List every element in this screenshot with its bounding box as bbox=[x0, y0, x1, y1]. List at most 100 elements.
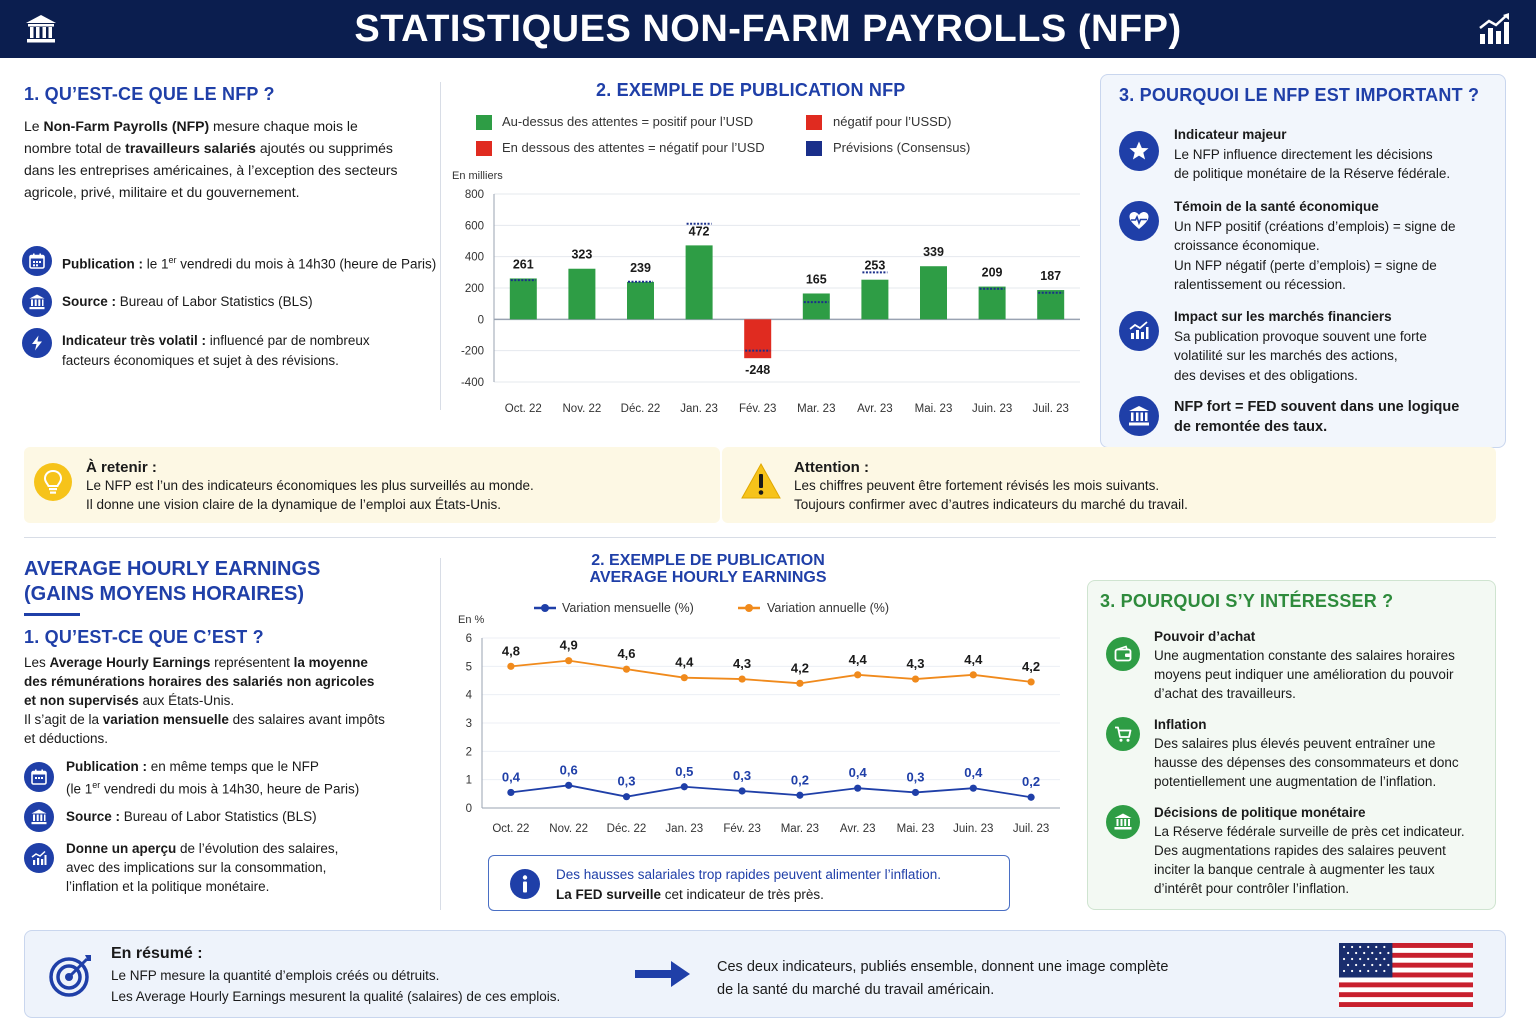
note-remember: À retenir : Le NFP est l’un des indicate… bbox=[24, 447, 720, 523]
monthly-series-label: 0,3 bbox=[617, 774, 635, 789]
x-tick-label: Fév. 23 bbox=[723, 823, 761, 835]
data-label: 472 bbox=[689, 224, 710, 238]
monthly-series-line bbox=[510, 784, 1032, 799]
y-axis-label: En milliers bbox=[452, 170, 503, 182]
bank-icon bbox=[24, 802, 54, 832]
nfp-what-title: 1. QU’EST-CE QUE LE NFP ? bbox=[24, 84, 275, 104]
calendar-icon bbox=[24, 762, 54, 792]
monthly-series-point bbox=[796, 791, 804, 799]
monthly-series-point bbox=[680, 783, 688, 791]
monthly-series-label: 0,3 bbox=[733, 768, 751, 783]
data-label: 253 bbox=[864, 259, 885, 273]
data-label: 165 bbox=[806, 272, 827, 286]
ahe-why-item-inflation: Inflation Des salaires plus élevés peuve… bbox=[1154, 717, 1459, 789]
annual-series-label: 4,2 bbox=[791, 660, 809, 675]
y-tick-label: 4 bbox=[466, 690, 473, 702]
y-tick-label: 200 bbox=[465, 283, 484, 295]
nfp-publication-fact: Publication : le 1er vendredi du mois à … bbox=[62, 255, 437, 272]
annual-series-point bbox=[1027, 678, 1035, 686]
monthly-series-label: 0,2 bbox=[791, 772, 809, 787]
legend-label-annual: Variation annuelle (%) bbox=[767, 601, 890, 615]
annual-series-point bbox=[565, 657, 573, 665]
monthly-series-point bbox=[854, 784, 862, 792]
divider bbox=[440, 558, 441, 910]
x-tick-label: Jan. 23 bbox=[665, 823, 703, 835]
monthly-series-point bbox=[969, 784, 977, 792]
x-tick-label: Nov. 22 bbox=[549, 823, 588, 835]
ahe-why-item-purchasing: Pouvoir d’achat Une augmentation constan… bbox=[1154, 629, 1455, 701]
data-label: 261 bbox=[513, 257, 534, 271]
annual-series-point bbox=[507, 662, 515, 670]
legend-swatch-below bbox=[476, 141, 492, 156]
ahe-title: AVERAGE HOURLY EARNINGS (GAINS MOYENS HO… bbox=[24, 558, 321, 605]
annual-series-label: 4,4 bbox=[849, 652, 868, 667]
x-tick-label: Oct. 22 bbox=[492, 823, 529, 835]
monthly-series-point bbox=[507, 788, 515, 797]
bar bbox=[978, 286, 1006, 320]
y-tick-label: 2 bbox=[466, 746, 472, 758]
monthly-series-point bbox=[622, 793, 631, 801]
bar bbox=[509, 278, 537, 320]
title-underline bbox=[24, 613, 80, 616]
nfp-why-item-major: Indicateur majeur Le NFP influence direc… bbox=[1174, 127, 1451, 181]
bank-icon bbox=[1119, 396, 1159, 436]
y-tick-label: 0 bbox=[466, 803, 472, 815]
y-tick-label: 600 bbox=[465, 220, 484, 232]
annual-series-point bbox=[738, 675, 746, 683]
y-axis-label: En % bbox=[458, 614, 485, 626]
annual-series-point bbox=[854, 671, 862, 679]
section-divider bbox=[24, 537, 1496, 538]
bar bbox=[920, 266, 947, 320]
annual-series-line bbox=[510, 659, 1032, 685]
annual-series-point bbox=[969, 671, 977, 679]
nfp-volatility-fact: Indicateur très volatil : influencé par … bbox=[62, 333, 370, 368]
annual-series-label: 4,2 bbox=[1022, 659, 1040, 674]
data-label: -248 bbox=[745, 363, 770, 377]
nfp-source-fact: Source : Bureau of Labor Statistics (BLS… bbox=[62, 294, 313, 309]
x-tick-label: Fév. 23 bbox=[739, 403, 777, 415]
bar bbox=[627, 281, 654, 320]
bar bbox=[744, 319, 772, 359]
y-tick-label: 3 bbox=[466, 718, 472, 730]
monthly-series-label: 0,3 bbox=[906, 769, 924, 784]
bar bbox=[1037, 290, 1065, 320]
ahe-line-chart: En % 6 5 4 3 2 1 0 4,8 4,9 4,6 4,4 4,3 4,2 4,4 4,3 4,4 4,… bbox=[458, 614, 1060, 835]
annual-series-point bbox=[622, 665, 631, 673]
x-tick-label: Juin. 23 bbox=[972, 403, 1012, 415]
chart-growth-icon bbox=[24, 843, 54, 873]
note-warning-text: Attention : Les chiffres peuvent être fo… bbox=[794, 459, 1188, 512]
chart-growth-icon bbox=[1119, 311, 1159, 351]
ahe-chart-title: 2. EXEMPLE DE PUBLICATION AVERAGE HOURLY… bbox=[589, 552, 827, 586]
bank-icon bbox=[22, 287, 52, 317]
heart-pulse-icon bbox=[1119, 201, 1159, 241]
note-remember-text: À retenir : Le NFP est l’un des indicate… bbox=[86, 459, 534, 512]
x-tick-label: Nov. 22 bbox=[563, 403, 602, 415]
monthly-series-label: 0,4 bbox=[849, 765, 868, 780]
nfp-definition: Le Non-Farm Payrolls (NFP) mesure chaque… bbox=[24, 118, 398, 200]
lightning-icon bbox=[22, 328, 52, 358]
data-label: 239 bbox=[630, 261, 651, 275]
wallet-icon bbox=[1106, 637, 1140, 671]
annual-series-label: 4,6 bbox=[617, 646, 635, 661]
legend-label-below: En dessous des attentes = négatif pour l… bbox=[502, 140, 765, 155]
annual-series-label: 4,4 bbox=[964, 652, 983, 667]
arrow-right-icon bbox=[635, 960, 691, 988]
x-tick-label: Mar. 23 bbox=[797, 403, 835, 415]
summary-conclusion: Ces deux indicateurs, publiés ensemble, … bbox=[717, 959, 1169, 998]
x-tick-label: Mar. 23 bbox=[781, 823, 819, 835]
nfp-why-box: 3. POURQUOI LE NFP EST IMPORTANT ? Indic… bbox=[1100, 74, 1506, 448]
monthly-series-label: 0,6 bbox=[560, 762, 578, 777]
data-label: 187 bbox=[1040, 269, 1061, 283]
ahe-publication-fact: Publication : en même temps que le NFP (… bbox=[66, 759, 360, 797]
y-tick-label: 0 bbox=[478, 314, 484, 326]
legend-marker-annual bbox=[738, 601, 760, 615]
page-header: STATISTIQUES NON-FARM PAYROLLS (NFP) bbox=[0, 0, 1536, 58]
monthly-series-point bbox=[738, 787, 746, 795]
bar bbox=[568, 268, 596, 320]
annual-series-point bbox=[680, 674, 688, 682]
y-tick-label: 400 bbox=[465, 252, 484, 264]
monthly-series-point bbox=[565, 781, 573, 789]
nfp-chart-title: 2. EXEMPLE DE PUBLICATION NFP bbox=[596, 80, 906, 100]
warning-icon bbox=[740, 462, 782, 500]
bank-icon bbox=[1106, 805, 1140, 839]
